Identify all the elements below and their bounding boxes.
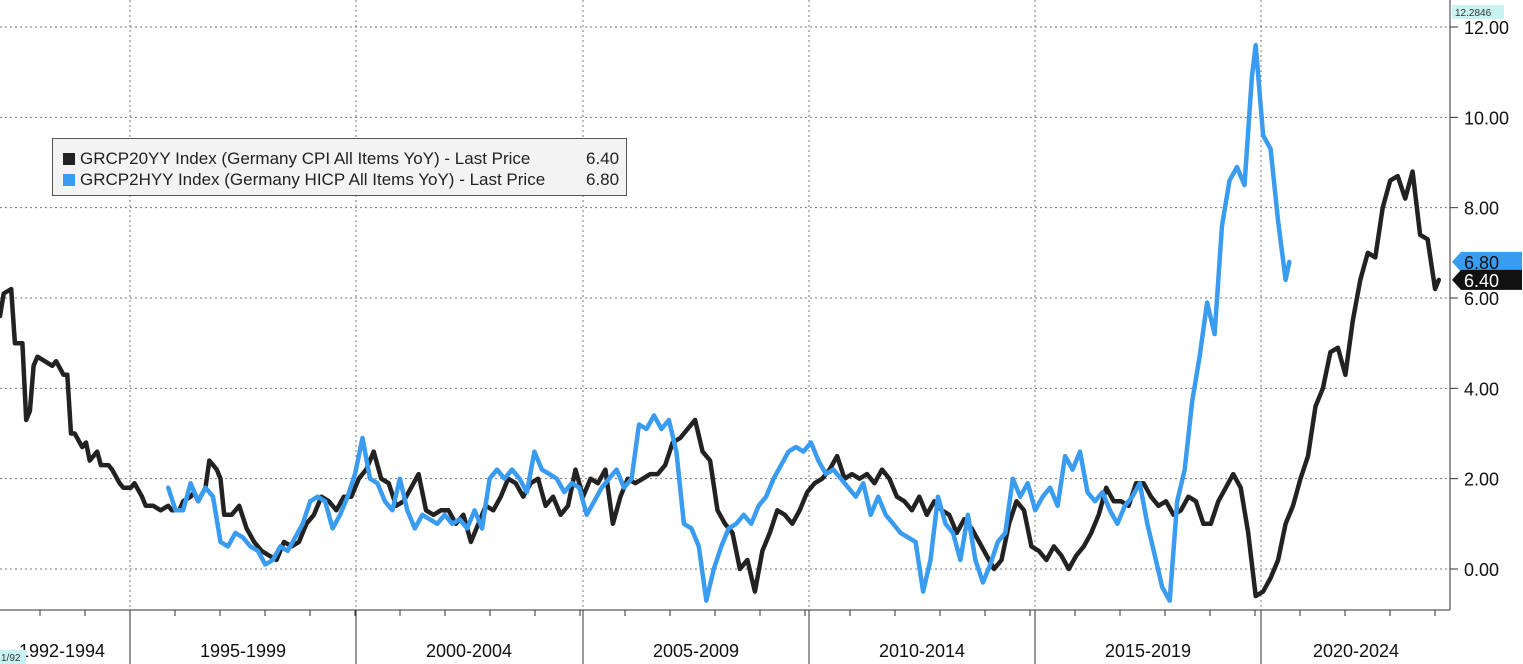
legend-swatch-hicp: [63, 174, 75, 186]
top-marker: 12.2846: [1452, 5, 1504, 19]
x-period-label: 2010-2014: [879, 641, 965, 661]
legend: GRCP20YY Index (Germany CPI All Items Yo…: [52, 138, 627, 196]
x-period-label: 2020-2024: [1313, 641, 1399, 661]
last-value-cpi-label: 6.40: [1464, 271, 1499, 291]
y-axis: 0.00 2.00 4.00 6.00 8.00 10.00 12.00: [1449, 0, 1509, 610]
x-period-label: 1995-1999: [200, 641, 286, 661]
top-marker-box: [1452, 5, 1504, 19]
last-value-hicp-box: [1452, 251, 1522, 272]
y-tick-label: 12.00: [1464, 18, 1509, 38]
y-tick-label: 8.00: [1464, 199, 1499, 219]
x-period-label: 2005-2009: [653, 641, 739, 661]
top-marker-label: 12.2846: [1455, 8, 1492, 19]
series-line-hicp: [165, 42, 1292, 603]
legend-value-hicp: 6.80: [586, 170, 620, 189]
y-tick-label: 6.00: [1464, 289, 1499, 309]
last-value-cpi-box: [1452, 269, 1522, 290]
last-value-cpi: 6.40: [1452, 269, 1522, 291]
y-tick-label: 2.00: [1464, 470, 1499, 490]
x-period-label: 2000-2004: [426, 641, 512, 661]
legend-swatch-cpi: [63, 153, 75, 165]
x-period-label: 2015-2019: [1105, 641, 1191, 661]
y-tick-label: 4.00: [1464, 379, 1499, 399]
legend-item-cpi: GRCP20YY Index (Germany CPI All Items Yo…: [63, 148, 530, 170]
left-marker: 1/92: [0, 650, 26, 664]
left-marker-label: 1/92: [1, 653, 21, 664]
legend-value-cpi: 6.40: [586, 149, 620, 168]
legend-item-hicp: GRCP2HYY Index (Germany HICP All Items Y…: [63, 169, 545, 191]
left-marker-box: [0, 650, 26, 664]
legend-label-cpi: GRCP20YY Index (Germany CPI All Items Yo…: [80, 149, 531, 168]
last-value-hicp: 6.80: [1452, 251, 1522, 273]
x-period-label: 1992-1994: [19, 641, 105, 661]
grid-lines: [0, 0, 1450, 610]
series-lines: [0, 42, 1442, 603]
y-tick-label: 10.00: [1464, 108, 1509, 128]
legend-label-hicp: GRCP2HYY Index (Germany HICP All Items Y…: [80, 170, 546, 189]
last-value-hicp-label: 6.80: [1464, 253, 1499, 273]
x-axis: 1992-1994 1995-1999 2000-2004 2005-2009 2010…: [0, 609, 1450, 664]
y-tick-label: 0.00: [1464, 560, 1499, 580]
